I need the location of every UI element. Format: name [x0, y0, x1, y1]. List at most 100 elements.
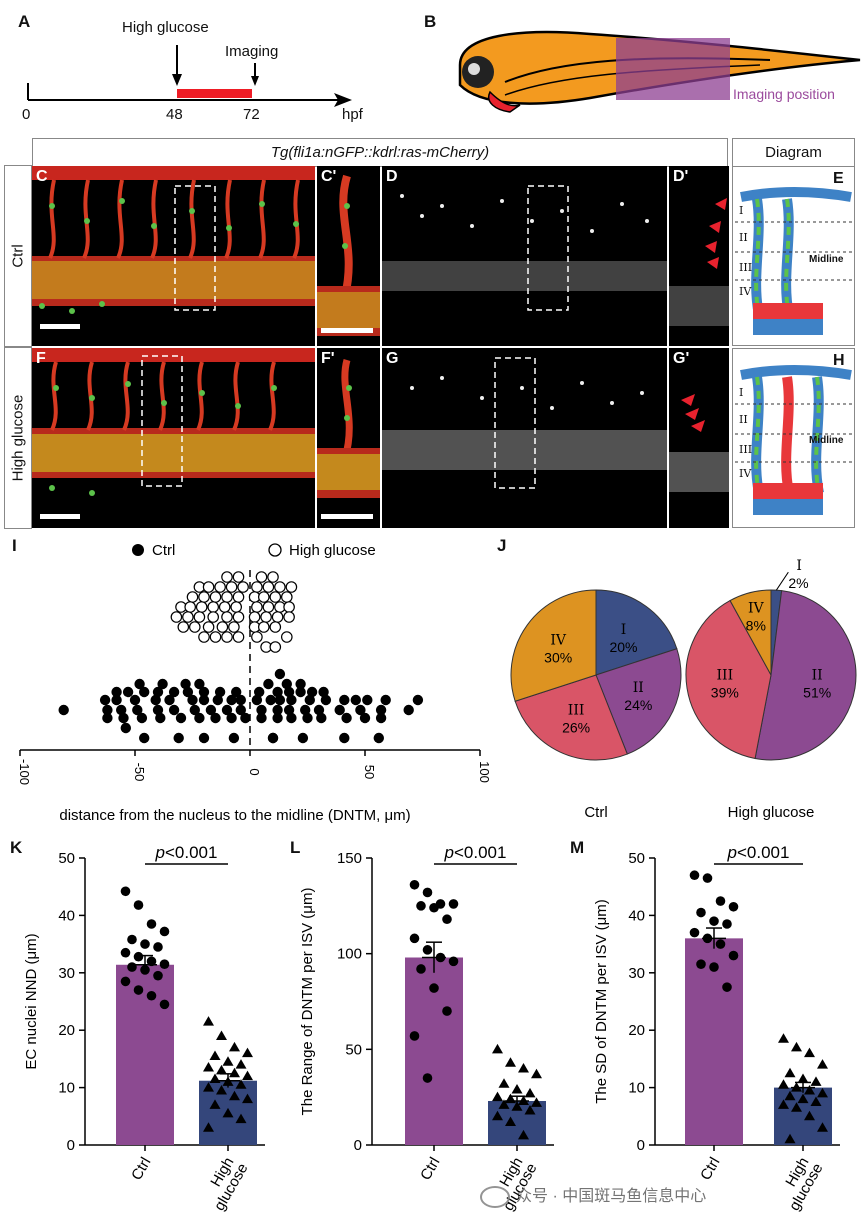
- hg-point: [209, 1099, 221, 1109]
- ctrl-point: [256, 704, 267, 716]
- ctrl-point: [295, 678, 306, 690]
- ctrl-point: [422, 887, 433, 898]
- ctrl-point: [422, 1073, 433, 1083]
- ctrl-point: [263, 678, 274, 690]
- ctrl-point: [122, 686, 134, 698]
- tick-72: 72: [243, 106, 260, 123]
- hg-point: [221, 611, 233, 623]
- segment-III: III: [739, 443, 753, 456]
- p-value: p<0.001: [444, 843, 507, 862]
- hg-point: [230, 601, 242, 613]
- ctrl-point: [267, 732, 279, 744]
- panel-label-A: A: [18, 12, 31, 31]
- pie-value-IV: 30%: [544, 650, 572, 666]
- ctrl-point: [102, 704, 113, 716]
- hg-point: [797, 1093, 809, 1104]
- timeline: [27, 45, 352, 107]
- ctrl-point: [159, 926, 170, 937]
- hg-point: [198, 591, 210, 603]
- ctrl-point: [304, 694, 315, 706]
- panel-label-H: H: [833, 352, 845, 369]
- ctrl-point: [210, 712, 221, 724]
- x-tick-label: 0: [247, 768, 262, 775]
- ctrl-point: [139, 686, 150, 698]
- hg-point: [269, 621, 282, 633]
- hg-point: [214, 581, 226, 593]
- panel-label-C: C: [36, 168, 48, 185]
- transgene-header: Tg(fli1a:nGFP::kdrl:ras-mCherry): [32, 138, 728, 167]
- treatment-label: High glucose: [122, 19, 209, 36]
- hg-point: [784, 1090, 796, 1101]
- ctrl-point: [272, 686, 283, 698]
- ctrl-point: [339, 694, 350, 706]
- panel-label-M: M: [570, 838, 585, 857]
- ctrl-point: [157, 678, 168, 690]
- x-tick-label: -100: [17, 759, 32, 785]
- barchart-L: 0 50 100 150 The Range of DNTM per ISV (μm) C…: [299, 843, 554, 1214]
- panel-label-L: L: [290, 838, 301, 857]
- panel-label-K: K: [10, 838, 23, 857]
- ctrl-point: [189, 704, 200, 716]
- ctrl-point: [442, 1006, 452, 1016]
- x-tick-label: 100: [477, 761, 492, 783]
- ctrl-point: [235, 694, 246, 706]
- hg-point: [810, 1096, 822, 1106]
- y-tick-label: 50: [345, 1041, 362, 1058]
- ctrl-point: [153, 970, 163, 981]
- hg-point: [283, 611, 295, 623]
- hg-point: [251, 581, 263, 593]
- hg-point: [209, 631, 222, 643]
- ctrl-point: [221, 704, 233, 716]
- micrograph-G: G: [382, 348, 667, 528]
- ctrl-point: [226, 694, 237, 706]
- hg-point: [804, 1047, 815, 1058]
- y-tick-label: 50: [628, 850, 645, 867]
- ctrl-point: [412, 694, 424, 706]
- y-tick-label: 40: [58, 907, 75, 924]
- pie-slice-II: [754, 590, 857, 761]
- hg-point: [251, 631, 263, 643]
- ctrl-point: [168, 686, 180, 698]
- ctrl-point: [173, 732, 184, 744]
- segment-III: III: [739, 261, 753, 274]
- ctrl-point: [306, 686, 318, 698]
- ctrl-point: [136, 712, 148, 724]
- transgene-label: Tg(fli1a:nGFP::kdrl:ras-mCherry): [270, 144, 490, 161]
- ctrl-point: [118, 712, 129, 724]
- pie-slice-IV: [729, 589, 772, 676]
- category-ctrl: Ctrl: [697, 1155, 723, 1184]
- ctrl-point: [715, 896, 726, 906]
- ctrl-point: [159, 959, 170, 969]
- hg-point: [257, 621, 270, 633]
- hg-point: [242, 1093, 253, 1104]
- ctrl-point: [429, 983, 439, 993]
- ctrl-point: [214, 686, 226, 698]
- hg-point: [518, 1062, 529, 1073]
- ctrl-point: [689, 870, 700, 881]
- pie-value-II: 51%: [803, 684, 831, 700]
- ctrl-point: [150, 694, 161, 706]
- ctrl-point: [256, 712, 267, 724]
- hg-point: [222, 1056, 234, 1066]
- ctrl-point: [300, 704, 311, 716]
- ctrl-point: [316, 712, 327, 724]
- hg-point: [269, 641, 282, 653]
- hg-point: [209, 1050, 221, 1061]
- ctrl-point: [429, 902, 439, 913]
- hg-point: [207, 611, 219, 623]
- hg-point: [182, 611, 194, 623]
- y-tick-label: 10: [58, 1080, 75, 1097]
- ctrl-point: [146, 956, 157, 967]
- ctrl-point: [286, 712, 297, 724]
- row-ctrl-label: Ctrl: [9, 244, 27, 268]
- y-tick-label: 50: [58, 850, 75, 867]
- y-tick-label: 0: [637, 1137, 645, 1154]
- hg-point: [195, 601, 208, 613]
- hg-point: [267, 571, 279, 583]
- micrograph-F-prime: F': [317, 348, 380, 528]
- panel-label-G: G: [386, 350, 399, 367]
- hg-point: [524, 1087, 536, 1098]
- micrograph-F: F: [32, 348, 315, 528]
- hg-point: [232, 631, 245, 643]
- pie-label-III: III: [717, 667, 734, 683]
